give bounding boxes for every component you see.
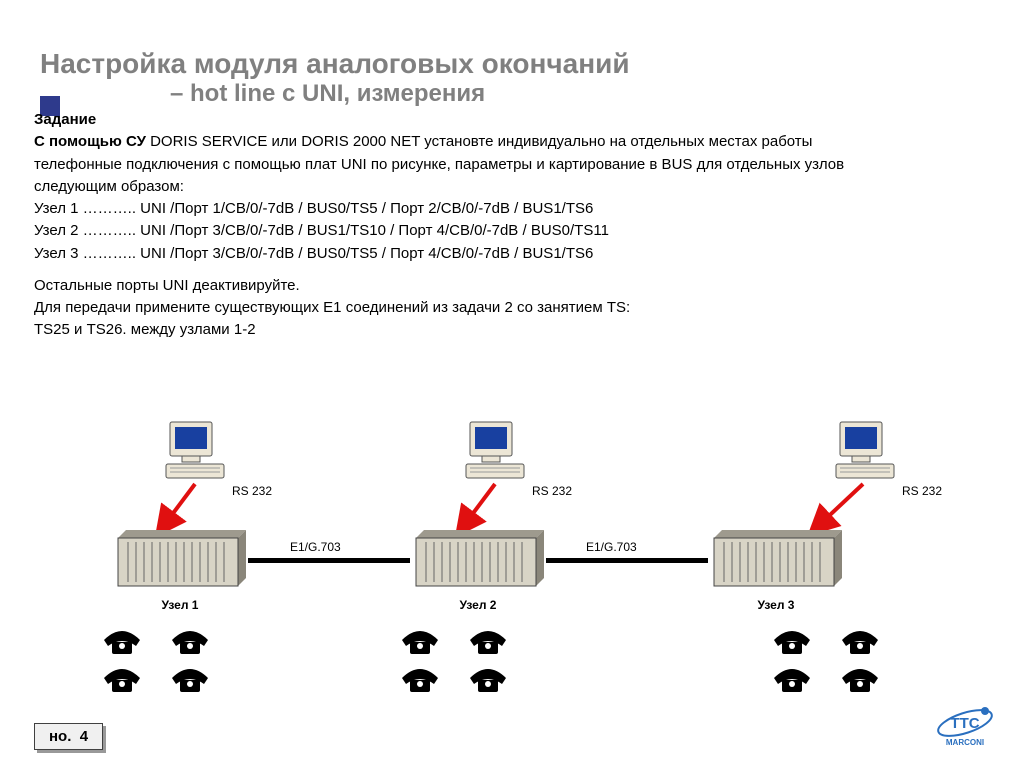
link-label-2: E1/G.703 (586, 540, 637, 554)
rack-icon (408, 530, 548, 588)
phone-icon (466, 626, 510, 656)
phone-icon (100, 626, 144, 656)
node-label-3: Узел 3 (706, 598, 846, 612)
phone-row-1 (100, 626, 212, 656)
phone-icon (466, 664, 510, 694)
phone-row-2 (398, 664, 510, 694)
pc-2 (460, 420, 530, 482)
phone-icon (168, 626, 212, 656)
logo-text-top: TTC (950, 715, 979, 732)
computer-icon (464, 420, 526, 482)
phone-icon (100, 664, 144, 694)
rs232-label-3: RS 232 (902, 484, 942, 498)
rack-3 (706, 530, 846, 588)
logo: TTC MARCONI (930, 701, 1000, 754)
phone-icon (838, 664, 882, 694)
slide: Настройка модуля аналоговых окончаний – … (0, 0, 1024, 768)
rs232-label-2: RS 232 (532, 484, 572, 498)
rack-1 (110, 530, 250, 588)
phone-row-1 (398, 626, 510, 656)
phone-row-1 (770, 626, 882, 656)
link-label-1: E1/G.703 (290, 540, 341, 554)
phone-icon (770, 626, 814, 656)
network-diagram: RS 232 RS 232 RS 232 (0, 0, 1024, 768)
node-label-2: Узел 2 (408, 598, 548, 612)
pc-3 (830, 420, 900, 482)
link-line-2 (546, 558, 708, 563)
logo-text-bottom: MARCONI (946, 738, 984, 747)
phone-icon (398, 626, 442, 656)
computer-icon (834, 420, 896, 482)
pc-1 (160, 420, 230, 482)
phone-icon (838, 626, 882, 656)
computer-icon (164, 420, 226, 482)
phone-icon (398, 664, 442, 694)
phone-row-2 (100, 664, 212, 694)
page-label: но. (49, 728, 71, 745)
page-number-box: но. 4 (34, 723, 103, 750)
phone-icon (770, 664, 814, 694)
rs232-label-1: RS 232 (232, 484, 272, 498)
page-number: 4 (80, 728, 88, 745)
node-label-1: Узел 1 (110, 598, 250, 612)
rack-2 (408, 530, 548, 588)
logo-icon: TTC MARCONI (930, 701, 1000, 749)
phone-icon (168, 664, 212, 694)
rack-icon (706, 530, 846, 588)
rack-icon (110, 530, 250, 588)
phone-row-2 (770, 664, 882, 694)
link-line-1 (248, 558, 410, 563)
